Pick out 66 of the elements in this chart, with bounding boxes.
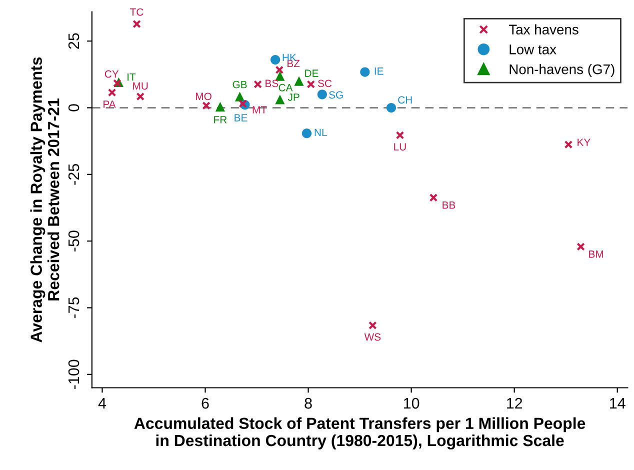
point bbox=[360, 67, 370, 77]
x-axis-title: Accumulated Stock of Patent Transfers per 1 Million People in Destination Country (1980-2015), Logarithmic Scale bbox=[134, 417, 586, 450]
annotation: CH bbox=[398, 96, 412, 104]
annotation: BZ bbox=[288, 60, 300, 68]
annotation: SC bbox=[318, 80, 332, 88]
annotation: PA bbox=[104, 100, 116, 108]
y-tick-label: 0 bbox=[68, 104, 80, 112]
point bbox=[215, 102, 226, 112]
point bbox=[302, 128, 312, 138]
legend-label: Low tax bbox=[510, 44, 556, 54]
annotation: MO bbox=[196, 92, 212, 100]
annotation: BB bbox=[442, 201, 456, 209]
y-tick-label: -100 bbox=[68, 360, 80, 390]
annotation: GB bbox=[232, 80, 247, 88]
point bbox=[113, 79, 122, 88]
annotation: MU bbox=[133, 82, 148, 90]
x-tick-label: 8 bbox=[304, 398, 312, 409]
annotation: JP bbox=[288, 94, 300, 101]
y-tick-label: -75 bbox=[68, 297, 80, 318]
point bbox=[429, 193, 438, 202]
point bbox=[386, 102, 396, 113]
annotation: CA bbox=[278, 84, 293, 92]
legend-label: Non-havens (G7) bbox=[510, 64, 614, 77]
annotation: IE bbox=[374, 68, 384, 75]
x-tick-label: 12 bbox=[507, 398, 522, 409]
x-tick-label: 6 bbox=[202, 398, 209, 409]
y-tick-label: 25 bbox=[68, 33, 80, 49]
point bbox=[317, 90, 327, 100]
x-tick-label: 10 bbox=[404, 398, 420, 409]
point bbox=[132, 20, 141, 28]
annotation: BE bbox=[234, 114, 248, 122]
y-tick-label: -25 bbox=[68, 164, 80, 185]
point bbox=[238, 100, 248, 108]
y-axis-title: Average Change in Royalty Payments Received Between 2017-21 bbox=[30, 57, 60, 342]
y-tick-label: -50 bbox=[68, 230, 80, 252]
point bbox=[254, 80, 262, 88]
annotation: BM bbox=[589, 250, 604, 258]
point bbox=[576, 242, 585, 251]
annotation: LU bbox=[394, 143, 406, 151]
annotation: HK bbox=[282, 54, 296, 62]
point bbox=[108, 88, 116, 97]
point bbox=[294, 76, 304, 86]
annotation: BS bbox=[266, 80, 278, 88]
annotation: MT bbox=[252, 106, 267, 114]
point bbox=[136, 92, 144, 101]
annotation: DE bbox=[305, 70, 318, 77]
point bbox=[202, 101, 210, 110]
annotation: IT bbox=[128, 74, 136, 81]
x-tick-label: 4 bbox=[98, 398, 106, 409]
annotation: KY bbox=[578, 138, 590, 146]
annotation: NL bbox=[314, 128, 327, 136]
annotation: WS bbox=[364, 333, 381, 341]
point bbox=[396, 131, 404, 140]
annotation: TC bbox=[130, 8, 144, 16]
point bbox=[564, 140, 573, 149]
point bbox=[275, 94, 285, 104]
x-tick-label: 14 bbox=[610, 398, 626, 409]
point bbox=[368, 321, 377, 330]
point bbox=[270, 54, 280, 65]
point bbox=[306, 80, 316, 88]
annotation: FR bbox=[214, 116, 227, 124]
annotation: SG bbox=[329, 91, 343, 99]
annotation: CY bbox=[104, 70, 119, 78]
point bbox=[275, 66, 284, 74]
point bbox=[275, 71, 285, 81]
legend-label: Tax havens bbox=[508, 24, 578, 34]
